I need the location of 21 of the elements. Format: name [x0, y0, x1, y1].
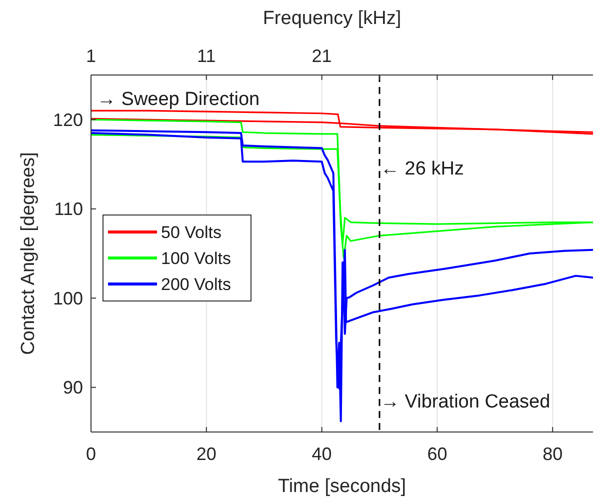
- y-tick-label: 100: [52, 288, 83, 308]
- y-axis-title: Contact Angle [degrees]: [18, 152, 39, 355]
- annotation: ← 26 kHz: [380, 158, 464, 180]
- x-tick-label: 40: [312, 444, 332, 464]
- y-tick-label: 90: [62, 378, 83, 398]
- x-tick-label: 20: [196, 444, 216, 464]
- x-axis-title: Time [seconds]: [278, 476, 406, 497]
- x-tick-label: 80: [542, 444, 563, 464]
- x2-tick-label: 21: [312, 46, 332, 66]
- x-tick-label: 0: [86, 444, 96, 464]
- x-tick-label: 60: [427, 444, 448, 464]
- y-tick-label: 120: [52, 110, 83, 130]
- y-tick-label: 110: [54, 199, 83, 220]
- x2-tick-label: 11: [197, 46, 216, 66]
- annotation: → Sweep Direction: [97, 89, 260, 110]
- annotation: → Vibration Ceased: [380, 391, 550, 412]
- x2-axis-title: Frequency [kHz]: [262, 8, 402, 29]
- legend-label: 50 Volts: [161, 222, 222, 242]
- legend-label: 100 Volts: [161, 248, 231, 268]
- x2-tick-label: 1: [86, 46, 96, 66]
- legend-label: 200 Volts: [161, 274, 231, 294]
